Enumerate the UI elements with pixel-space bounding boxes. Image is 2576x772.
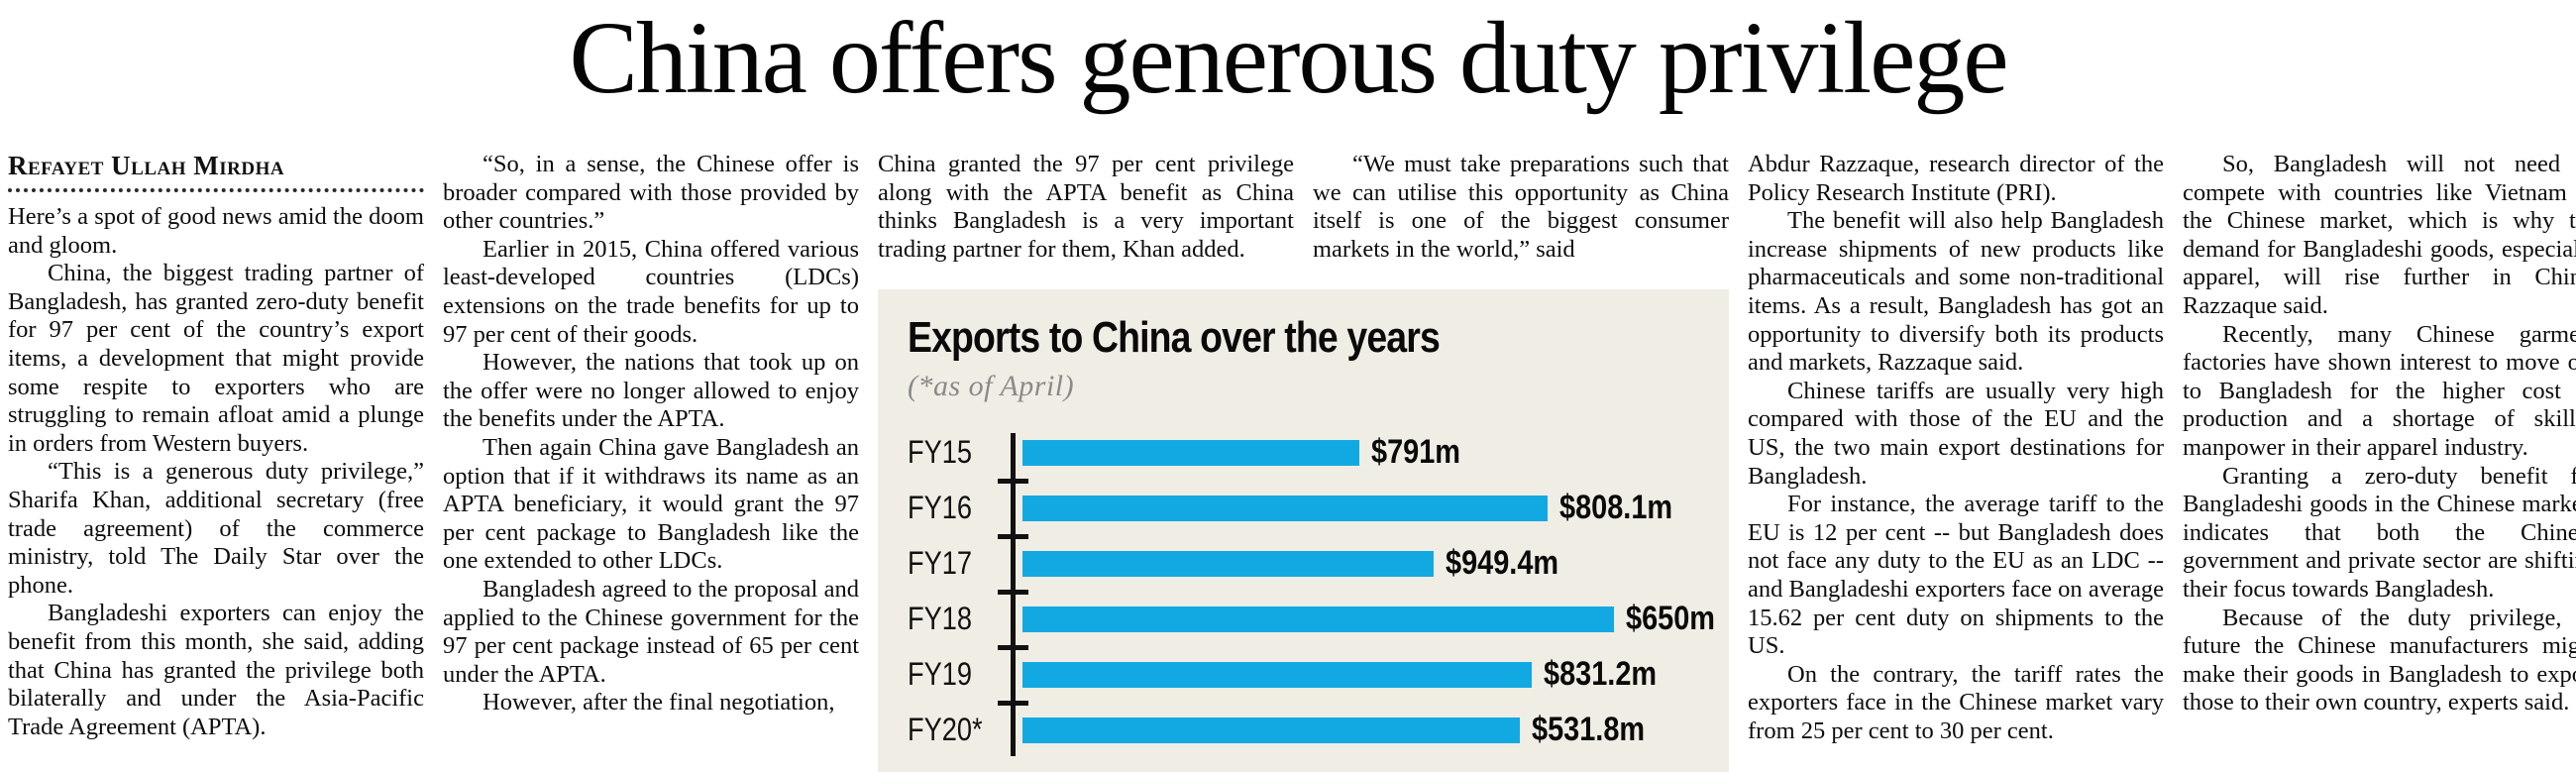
- article-headline: China offers generous duty privilege: [569, 1, 2008, 115]
- axis-tick: [998, 700, 1028, 706]
- axis-tick: [998, 533, 1028, 539]
- paragraph: However, the nations that took up on the…: [443, 349, 859, 433]
- article-column-5: Abdur Razzaque, research director of the…: [1748, 151, 2164, 772]
- value-label: $808.1m: [1559, 489, 1692, 527]
- category-label: FY19: [908, 656, 1007, 693]
- value-label-text: $531.8m: [1532, 711, 1646, 749]
- article-columns: Refayet Ullah Mirdha Here’s a spot of go…: [8, 151, 2576, 772]
- article-column-2: “So, in a sense, the Chinese offer is br…: [443, 151, 859, 772]
- chart: Exports to China over the years (*as of …: [878, 289, 1729, 772]
- paragraph: “So, in a sense, the Chinese offer is br…: [443, 151, 859, 235]
- bar-row: FY15 $791m: [908, 425, 1729, 481]
- value-label-text: $949.4m: [1446, 544, 1559, 583]
- category-label: FY16: [908, 490, 1007, 526]
- paragraph: On the contrary, the tariff rates the ex…: [1748, 660, 2164, 744]
- bar-row: FY20* $531.8m: [908, 703, 1729, 758]
- category-label-text: FY18: [908, 601, 973, 637]
- paragraph: Recently, many Chinese garment factories…: [2183, 320, 2576, 461]
- article-column-1: Refayet Ullah Mirdha Here’s a spot of go…: [8, 151, 424, 772]
- paragraph: “We must take preparations such that we …: [1313, 151, 1729, 263]
- article-column-6: So, Bangladesh will not need to compete …: [2183, 151, 2576, 772]
- category-label-text: FY15: [908, 434, 973, 471]
- paragraph: Granting a zero-duty benefit for Banglad…: [2183, 462, 2576, 603]
- chart-plot: FY15 $791m FY16 $808.1m FY17 $949.4m: [908, 425, 1729, 758]
- bar-row: FY16 $808.1m: [908, 481, 1729, 536]
- bar-fy16: [1022, 495, 1548, 521]
- value-label: $791m: [1371, 433, 1476, 472]
- paragraph: Earlier in 2015, China offered various l…: [443, 235, 859, 348]
- paragraph: For instance, the average tariff to the …: [1748, 491, 2164, 660]
- axis-tick: [998, 478, 1028, 484]
- category-label-text: FY17: [908, 545, 973, 582]
- article-column-4: “We must take preparations such that we …: [1313, 151, 1729, 264]
- y-axis-line: [1011, 432, 1016, 756]
- axis-tick: [998, 589, 1028, 595]
- chart-subtitle: (*as of April): [908, 369, 1075, 402]
- chart-title: Exports to China over the years: [908, 315, 1729, 361]
- paragraph: China, the biggest trading partner of Ba…: [8, 260, 424, 457]
- byline-dotted-rule: [8, 188, 424, 192]
- paragraph: China granted the 97 per cent privilege …: [878, 151, 1294, 263]
- byline: Refayet Ullah Mirdha: [8, 151, 285, 180]
- paragraph: However, after the final negotiation,: [483, 689, 835, 717]
- category-label: FY18: [908, 601, 1007, 637]
- category-label-text: FY16: [908, 490, 973, 526]
- bar-row: FY18 $650m: [908, 592, 1729, 647]
- value-label: $949.4m: [1446, 544, 1578, 583]
- paragraph: Because of the duty privilege, in future…: [2183, 604, 2576, 717]
- value-label-text: $791m: [1371, 433, 1460, 472]
- chart-title-text: Exports to China over the years: [908, 313, 1441, 363]
- bar-fy18: [1022, 606, 1614, 632]
- bar-fy19: [1022, 661, 1532, 688]
- bar-fy15: [1022, 439, 1359, 466]
- paragraph: Bangladeshi exporters can enjoy the bene…: [8, 600, 424, 740]
- bar-fy17: [1022, 550, 1434, 577]
- paragraph: Chinese tariffs are usually very high co…: [1748, 377, 2164, 490]
- value-label-text: $650m: [1626, 600, 1715, 638]
- bar-row: FY19 $831.2m: [908, 647, 1729, 703]
- category-label-text: FY19: [908, 656, 973, 693]
- value-label-text: $808.1m: [1559, 489, 1673, 527]
- value-label: $531.8m: [1532, 711, 1664, 749]
- paragraph: The benefit will also help Bangladesh in…: [1748, 207, 2164, 377]
- article-column-3: China granted the 97 per cent privilege …: [878, 151, 1294, 264]
- bar-row: FY17 $949.4m: [908, 536, 1729, 592]
- axis-tick: [998, 644, 1028, 650]
- category-label: FY17: [908, 545, 1007, 582]
- value-label: $650m: [1626, 600, 1729, 638]
- paragraph: “This is a generous duty privilege,” Sha…: [8, 458, 424, 599]
- value-label-text: $831.2m: [1544, 655, 1658, 694]
- category-label: FY15: [908, 434, 1007, 471]
- paragraph: Here’s a spot of good news amid the doom…: [8, 203, 424, 259]
- category-label-text: FY20*: [908, 712, 983, 748]
- paragraph: So, Bangladesh will not need to compete …: [2183, 151, 2576, 319]
- category-label: FY20*: [908, 712, 1007, 748]
- paragraph: Bangladesh agreed to the proposal and ap…: [443, 575, 859, 688]
- paragraph: Then again China gave Bangladesh an opti…: [443, 433, 859, 575]
- bar-fy20: [1022, 717, 1520, 743]
- article-column-group-center: China granted the 97 per cent privilege …: [878, 151, 1729, 772]
- value-label: $831.2m: [1544, 655, 1676, 694]
- paragraph: Abdur Razzaque, research director of the…: [1748, 151, 2164, 206]
